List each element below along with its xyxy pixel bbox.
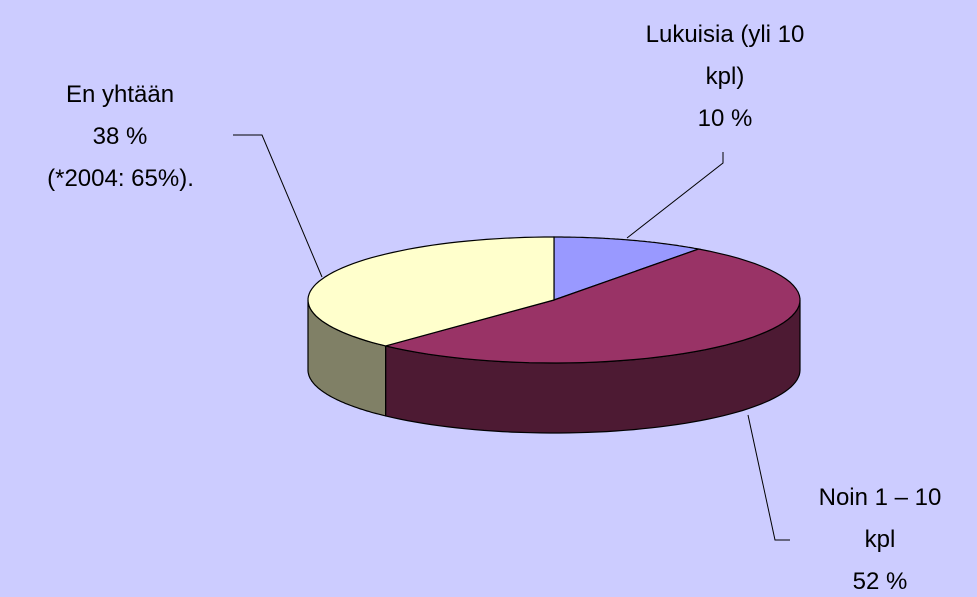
- slice-value-label: 52 %: [852, 568, 908, 595]
- leader-line: [626, 152, 724, 239]
- slice-label: Noin 1 – 10 kpl: [818, 484, 942, 553]
- annotation: (*2004: 65%).: [47, 165, 194, 192]
- slice: [385, 248, 801, 364]
- slice-value-label: 38 %: [92, 123, 148, 150]
- slice-label: En yhtään: [65, 81, 175, 108]
- slice: [553, 236, 701, 301]
- leader-line: [747, 414, 790, 541]
- slice-value-label: 10 %: [697, 105, 753, 132]
- leader-line: [233, 134, 323, 278]
- slice: [307, 236, 555, 347]
- slice-label: Lukuisia (yli 10 kpl): [645, 21, 805, 90]
